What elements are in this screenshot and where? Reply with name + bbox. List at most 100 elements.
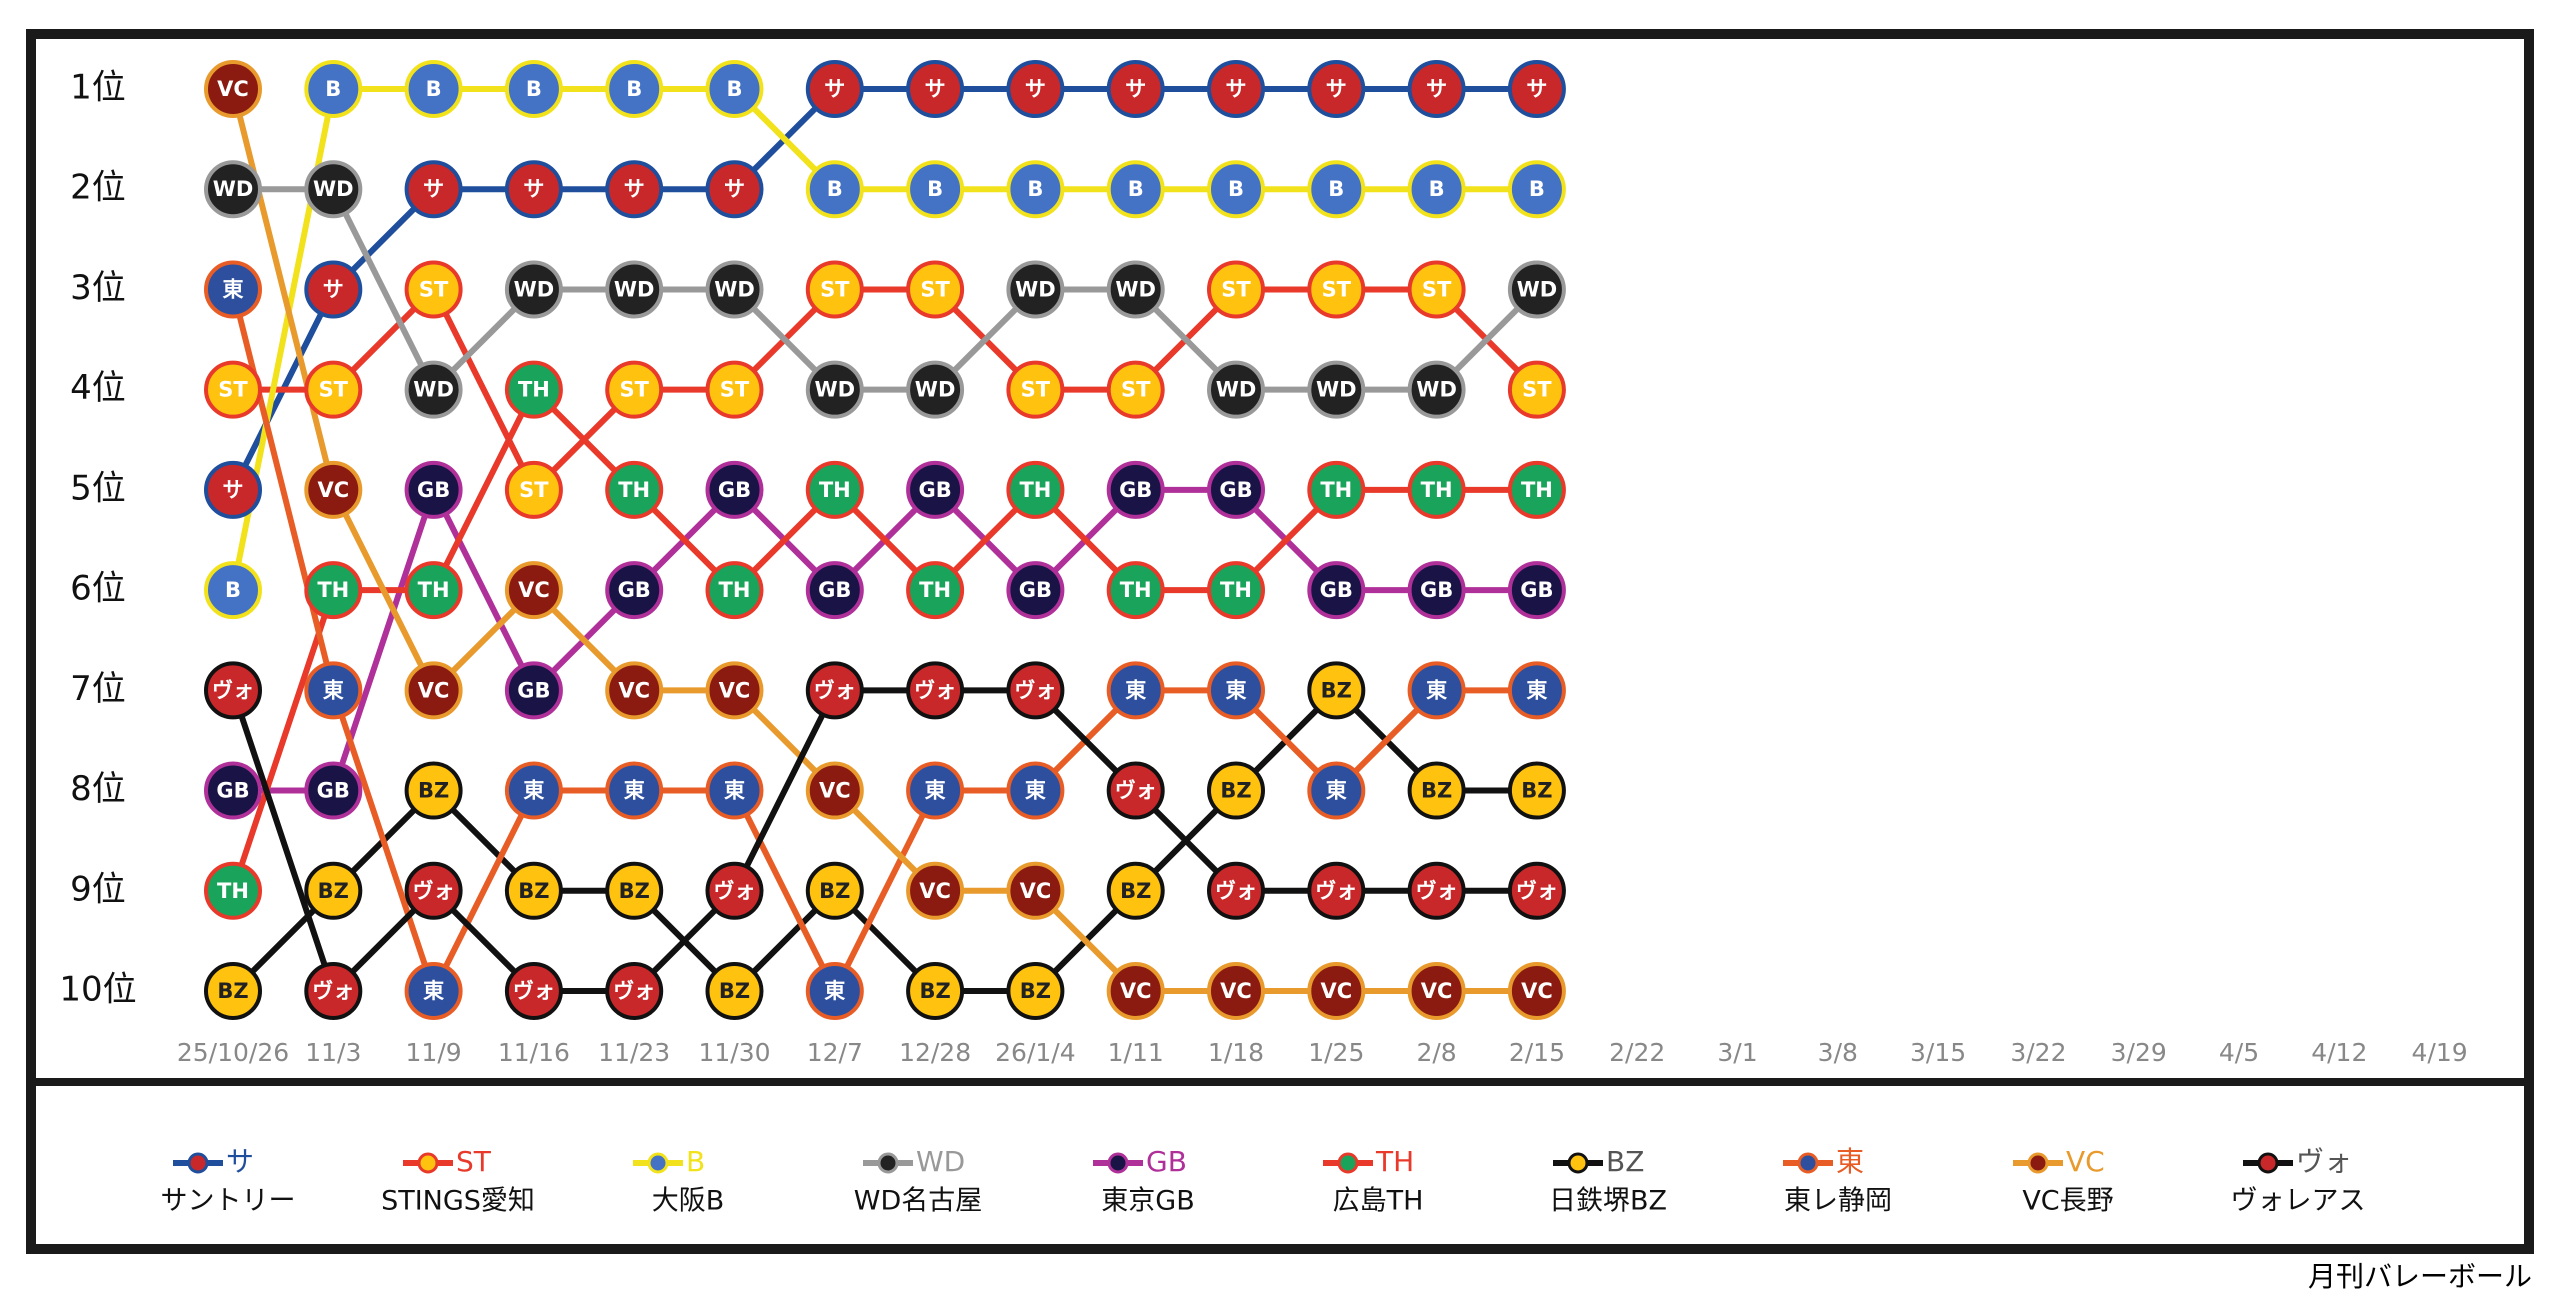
rank-marker — [605, 360, 664, 419]
marker-label: ST — [319, 378, 349, 402]
rank-marker — [1106, 561, 1165, 620]
rank-marker — [1006, 661, 1065, 720]
marker-label: BZ — [719, 979, 750, 1003]
rank-marker — [204, 761, 262, 820]
rank-marker — [906, 962, 965, 1020]
rank-marker — [404, 761, 463, 820]
marker-label: VC — [1120, 979, 1152, 1003]
x-tick-label: 3/22 — [2010, 1038, 2066, 1067]
marker-label: サ — [1426, 77, 1447, 101]
marker-label: GB — [1520, 578, 1553, 602]
rank-marker — [1307, 60, 1366, 118]
rank-marker — [404, 962, 463, 1020]
marker-label: 東 — [423, 979, 444, 1003]
legend-dot — [2027, 1152, 2049, 1174]
marker-label: GB — [317, 779, 350, 803]
marker-label: BZ — [217, 979, 248, 1003]
rank-marker — [605, 861, 664, 920]
rank-marker — [1507, 861, 1566, 920]
marker-label: GB — [1019, 578, 1052, 602]
marker-label: TH — [217, 879, 249, 903]
rank-marker — [705, 761, 764, 820]
marker-label: VC — [1220, 979, 1252, 1003]
marker-label: TH — [1421, 478, 1453, 502]
marker-label: ヴォ — [914, 678, 956, 702]
rank-marker — [1207, 160, 1265, 219]
marker-label: B — [526, 77, 542, 101]
marker-label: サ — [1326, 77, 1347, 101]
marker-label: ST — [720, 378, 750, 402]
rank-marker — [805, 60, 864, 118]
marker-label: WD — [1015, 277, 1056, 301]
rank-marker — [1407, 561, 1466, 620]
marker-label: B — [1228, 177, 1244, 201]
marker-label: 東 — [323, 678, 344, 702]
rank-marker — [1307, 761, 1366, 820]
rank-marker — [906, 260, 965, 319]
legend-name: STINGS愛知 — [381, 1186, 535, 1217]
marker-label: ヴォ — [212, 678, 254, 702]
y-tick-label: 4位 — [70, 368, 126, 408]
rank-marker — [304, 260, 363, 319]
marker-label: 東 — [1226, 678, 1247, 702]
y-tick-label: 3位 — [70, 268, 126, 308]
rank-marker — [1006, 460, 1065, 519]
marker-label: TH — [1220, 578, 1252, 602]
marker-label: サ — [523, 177, 544, 201]
marker-label: BZ — [619, 879, 650, 903]
rank-marker — [1207, 761, 1265, 820]
legend-dot — [417, 1152, 439, 1174]
rank-marker — [805, 360, 864, 419]
markers: ササササササササササササササST STSTSTST STST STST STST ST ST… — [204, 60, 1566, 1020]
rank-marker — [906, 561, 965, 620]
rank-line — [233, 482, 1537, 794]
rank-marker — [504, 561, 563, 620]
marker-label: サ — [724, 177, 745, 201]
marker-label: B — [1429, 177, 1445, 201]
y-tick-label: 10位 — [59, 970, 136, 1010]
marker-label: WD — [1216, 378, 1257, 402]
legend-name: ヴォレアス — [2231, 1186, 2366, 1217]
x-tick-label: 4/19 — [2412, 1038, 2468, 1067]
rank-marker — [1106, 861, 1165, 920]
marker-label: 東 — [624, 779, 645, 803]
x-tick-label: 2/22 — [1609, 1038, 1665, 1067]
y-tick-label: 7位 — [70, 669, 126, 709]
x-tick-label: 1/18 — [1208, 1038, 1264, 1067]
rank-marker — [605, 661, 664, 720]
x-tick-label: 1/11 — [1108, 1038, 1164, 1067]
rank-marker — [1407, 661, 1466, 720]
marker-label: BZ — [819, 879, 850, 903]
rank-marker — [204, 460, 262, 519]
rank-marker — [304, 761, 363, 820]
legend-name: 大阪B — [652, 1186, 725, 1217]
x-tick-label: 26/1/4 — [995, 1038, 1075, 1067]
legend-dot — [1107, 1152, 1129, 1174]
rank-marker — [1307, 962, 1366, 1020]
marker-label: VC — [317, 478, 349, 502]
rank-marker — [1106, 962, 1165, 1020]
marker-label: GB — [417, 478, 450, 502]
rank-marker — [1006, 561, 1065, 620]
rank-marker — [1006, 761, 1065, 820]
marker-label: TH — [418, 578, 450, 602]
rank-marker — [1006, 160, 1065, 219]
rank-marker — [805, 460, 864, 519]
marker-label: ヴォ — [513, 979, 555, 1003]
marker-label: 東 — [1526, 678, 1547, 702]
marker-label: BZ — [318, 879, 349, 903]
marker-label: GB — [517, 678, 550, 702]
marker-label: ヴォ — [1416, 879, 1458, 903]
rank-marker — [1507, 460, 1566, 519]
rank-marker — [1006, 360, 1065, 419]
rank-marker — [204, 160, 262, 219]
rank-marker — [1407, 962, 1466, 1020]
rank-marker — [705, 260, 764, 319]
marker-label: 東 — [523, 779, 544, 803]
marker-label: ヴォ — [1516, 879, 1558, 903]
marker-label: ヴォ — [714, 879, 756, 903]
rank-marker — [605, 60, 664, 118]
rank-marker — [404, 561, 463, 620]
legend-name: 東京GB — [1101, 1186, 1194, 1217]
